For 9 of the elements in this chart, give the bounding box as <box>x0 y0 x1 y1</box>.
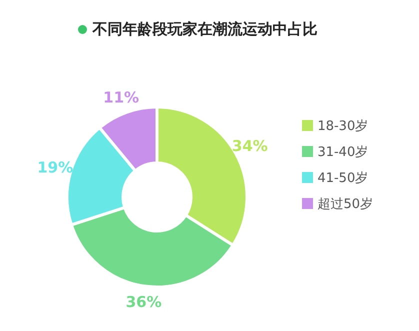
chart-title: 不同年龄段玩家在潮流运动中占比 <box>92 20 318 39</box>
data-label: 19% <box>37 158 74 176</box>
legend-label: 31-40岁 <box>317 144 368 160</box>
legend-label: 超过50岁 <box>317 196 373 212</box>
data-label: 11% <box>103 88 140 106</box>
data-label: 36% <box>126 293 162 312</box>
legend-label: 41-50岁 <box>317 170 368 186</box>
data-label: 34% <box>232 136 268 155</box>
legend-label: 18-30岁 <box>317 118 368 134</box>
